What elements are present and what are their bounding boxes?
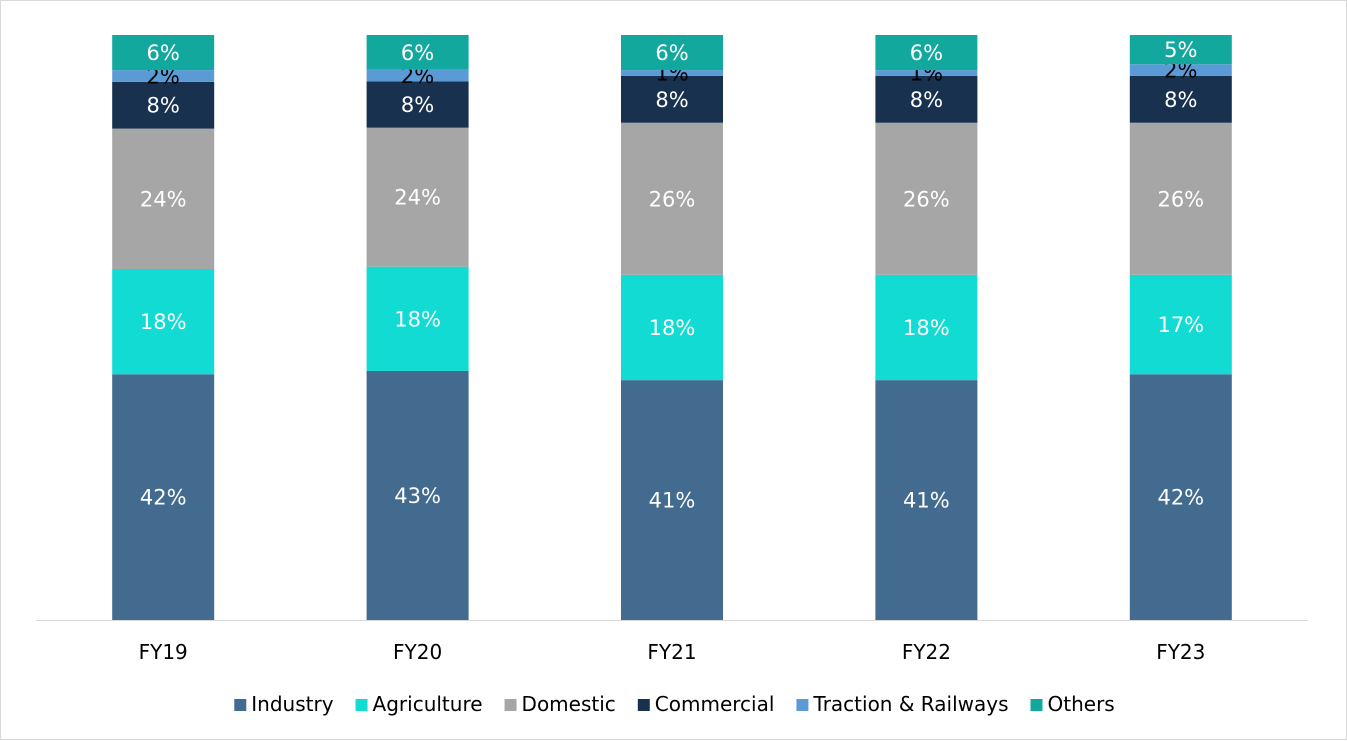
bar-segment-agriculture-fy21 xyxy=(621,274,723,381)
data-label-domestic-fy19: 24% xyxy=(140,187,187,211)
bar-segment-others-fy19 xyxy=(112,35,215,71)
data-label-others-fy20: 6% xyxy=(401,41,434,65)
bar-segment-traction-railways-fy20 xyxy=(366,69,469,82)
bar-segment-commercial-fy23 xyxy=(1129,75,1232,123)
data-label-agriculture-fy22: 18% xyxy=(903,316,950,340)
x-tick-label-fy21: FY21 xyxy=(647,640,696,664)
bar-fy22: 41%18%26%8%1%6% xyxy=(875,35,978,620)
bar-fy19: 42%18%24%8%2%6% xyxy=(112,35,215,620)
data-label-agriculture-fy19: 18% xyxy=(140,310,187,334)
legend-label-traction-railways: Traction & Railways xyxy=(812,692,1008,716)
bar-segment-commercial-fy21 xyxy=(621,75,723,123)
data-label-commercial-fy19: 8% xyxy=(147,94,180,118)
data-label-commercial-fy22: 8% xyxy=(910,88,943,112)
bar-segment-agriculture-fy23 xyxy=(1129,274,1232,375)
bar-segment-industry-fy20 xyxy=(366,370,469,620)
bar-segment-others-fy22 xyxy=(875,35,978,71)
legend-item-agriculture: Agriculture xyxy=(355,692,483,716)
legend-swatch-industry xyxy=(234,699,247,711)
legend-swatch-traction-railways xyxy=(796,699,809,711)
x-tick-label-fy22: FY22 xyxy=(902,640,951,664)
data-label-domestic-fy23: 26% xyxy=(1157,187,1204,211)
data-label-agriculture-fy21: 18% xyxy=(649,316,696,340)
data-label-others-fy22: 6% xyxy=(910,41,943,65)
bar-segment-agriculture-fy19 xyxy=(112,269,215,375)
bar-segment-industry-fy19 xyxy=(112,374,215,620)
legend-item-industry: Industry xyxy=(234,692,334,716)
bar-segment-agriculture-fy20 xyxy=(366,266,469,371)
data-label-industry-fy19: 42% xyxy=(140,486,187,510)
bar-segment-commercial-fy20 xyxy=(366,81,469,128)
bar-segment-others-fy21 xyxy=(621,35,723,71)
bar-segment-domestic-fy21 xyxy=(621,122,723,275)
bar-segment-traction-railways-fy19 xyxy=(112,70,215,82)
bar-segment-traction-railways-fy23 xyxy=(1129,64,1232,76)
bar-segment-industry-fy21 xyxy=(621,380,723,620)
data-label-others-fy21: 6% xyxy=(655,41,688,65)
x-tick-label-fy19: FY19 xyxy=(139,640,188,664)
legend-swatch-commercial xyxy=(637,699,650,711)
bar-segment-domestic-fy23 xyxy=(1129,122,1232,275)
bar-segment-others-fy23 xyxy=(1129,35,1232,65)
legend-swatch-domestic xyxy=(504,699,517,711)
data-label-domestic-fy22: 26% xyxy=(903,187,950,211)
bar-segment-agriculture-fy22 xyxy=(875,274,978,381)
x-tick-label-fy23: FY23 xyxy=(1156,640,1205,664)
x-tick-label-fy20: FY20 xyxy=(393,640,442,664)
bar-fy21: 41%18%26%8%1%6% xyxy=(621,35,723,620)
legend-item-others: Others xyxy=(1030,692,1115,716)
legend-item-commercial: Commercial xyxy=(637,692,775,716)
data-label-others-fy23: 5% xyxy=(1164,38,1197,62)
bar-segment-domestic-fy22 xyxy=(875,122,978,275)
data-label-industry-fy20: 43% xyxy=(394,484,441,508)
legend-swatch-agriculture xyxy=(355,699,368,711)
data-label-industry-fy22: 41% xyxy=(903,489,950,513)
legend-label-domestic: Domestic xyxy=(522,692,616,716)
legend-swatch-others xyxy=(1030,699,1043,711)
bar-segment-others-fy20 xyxy=(366,35,469,70)
data-label-industry-fy21: 41% xyxy=(649,489,696,513)
bar-segment-domestic-fy20 xyxy=(366,127,469,267)
bar-segment-traction-railways-fy21 xyxy=(621,70,723,76)
bar-segment-domestic-fy19 xyxy=(112,128,215,269)
data-label-industry-fy23: 42% xyxy=(1157,486,1204,510)
bar-segment-commercial-fy22 xyxy=(875,75,978,123)
legend-label-commercial: Commercial xyxy=(655,692,775,716)
data-label-commercial-fy20: 8% xyxy=(401,93,434,117)
bar-segment-traction-railways-fy22 xyxy=(875,70,978,76)
bar-segment-industry-fy22 xyxy=(875,380,978,620)
bar-segment-industry-fy23 xyxy=(1129,374,1232,620)
legend: Industry Agriculture Domestic Commercial Tra… xyxy=(234,692,1115,716)
data-label-commercial-fy21: 8% xyxy=(655,88,688,112)
legend-label-others: Others xyxy=(1048,692,1115,716)
legend-item-domestic: Domestic xyxy=(504,692,616,716)
bar-fy23: 42%17%26%8%2%5% xyxy=(1129,35,1232,620)
bar-fy20: 43%18%24%8%2%6% xyxy=(366,35,469,620)
data-label-others-fy19: 6% xyxy=(147,41,180,65)
data-label-agriculture-fy23: 17% xyxy=(1157,313,1204,337)
data-label-agriculture-fy20: 18% xyxy=(394,307,441,331)
legend-label-industry: Industry xyxy=(251,692,333,716)
data-label-domestic-fy21: 26% xyxy=(649,187,696,211)
legend-label-agriculture: Agriculture xyxy=(373,692,483,716)
legend-item-traction-railways: Traction & Railways xyxy=(796,692,1009,716)
data-label-domestic-fy20: 24% xyxy=(394,186,441,210)
bar-segment-commercial-fy19 xyxy=(112,81,215,129)
data-label-commercial-fy23: 8% xyxy=(1164,88,1197,112)
